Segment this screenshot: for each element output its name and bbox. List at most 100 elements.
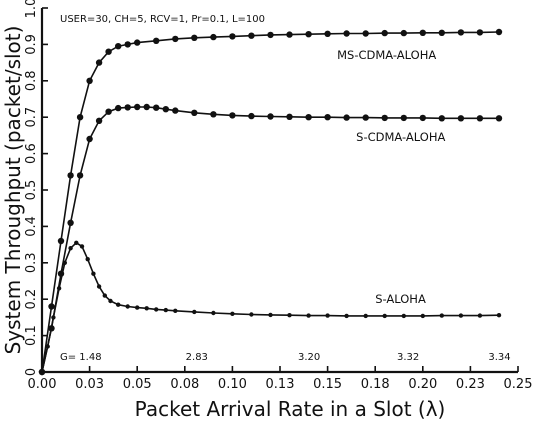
series-label: S-CDMA-ALOHA [356,130,445,144]
data-point [438,29,445,36]
data-point [135,305,140,310]
x-ticks: 0.00 0.03 0.05 0.08 0.10 0.13 0.15 0.18 0.20 0.23… [28,366,533,392]
data-point [267,31,274,39]
data-point [476,29,484,36]
y-tick-label: 1.0 [24,0,39,18]
data-point [56,286,62,291]
data-point [48,303,55,310]
x-tick-label: 0.03 [75,377,104,392]
data-point [286,31,293,38]
data-point [85,257,90,262]
data-point [381,29,388,37]
x-tick-label: 0.20 [408,377,437,392]
data-point [324,114,331,121]
data-point [229,33,236,40]
y-axis-title: System Throughput (packet/slot) [1,26,25,355]
series-line-0 [41,31,500,373]
data-point [124,41,131,48]
data-point [343,30,350,37]
g-annotation: 3.34 [488,352,510,363]
g-annotations: G= 1.48 2.83 3.20 3.32 3.34 [60,352,511,363]
data-point [39,369,45,375]
data-point [438,115,445,122]
data-point [86,77,93,85]
x-axis-title: Packet Arrival Rate in a Slot (λ) [135,397,446,421]
data-point [324,30,331,37]
data-point [86,135,93,143]
y-tick-label: 0.9 [24,34,39,55]
data-point [363,313,368,319]
data-point [67,219,74,226]
y-tick-label: 0.6 [24,143,39,164]
y-tick-label: 0.8 [24,70,39,91]
data-point [419,29,426,36]
data-point [91,271,96,276]
data-point [248,32,255,39]
series-line-1 [41,106,499,373]
y-tick-label: 0.3 [24,252,39,273]
data-point [305,114,312,121]
data-point [191,34,198,41]
data-point [74,240,79,245]
data-point [439,313,444,318]
data-point [457,29,465,36]
data-point [95,59,103,66]
data-point [210,33,217,41]
g-annotation: 3.20 [298,352,320,363]
y-tick-label: 0.4 [24,216,39,237]
data-point [173,308,178,313]
data-point [381,114,388,122]
data-point [105,48,112,55]
x-tick-label: 0.08 [170,377,199,392]
data-point [458,313,464,318]
data-point [191,109,198,117]
data-point [105,108,112,115]
data-point [153,37,160,44]
data-point [134,103,141,111]
data-point [68,246,73,251]
g-annotation: 3.32 [397,352,419,363]
data-point [124,104,131,111]
data-point [45,344,50,349]
data-point [400,29,407,37]
g-annotation: G= 1.48 [60,352,102,363]
data-point [305,31,312,38]
data-point [95,117,103,125]
data-point [495,28,503,36]
data-point [382,313,387,319]
data-point [115,43,122,50]
data-point [67,172,74,179]
data-point [400,114,407,122]
data-point [248,112,255,120]
y-tick-label: 0 [24,368,39,376]
x-tick-label: 0.15 [313,377,342,392]
data-point [102,293,108,298]
data-point [57,237,65,245]
data-point [96,284,102,289]
data-point [401,313,406,319]
x-tick-label: 0.18 [361,377,390,392]
data-point [476,115,484,122]
data-point [153,104,160,111]
data-point [76,114,84,121]
data-point [51,315,56,320]
y-tick-label: 0.7 [24,107,39,128]
data-point [154,307,159,312]
data-point [496,313,502,318]
x-tick-label: 0.05 [123,377,152,392]
y-ticks: 0 0.1 0.2 0.3 0.4 0.5 0.6 0.7 0.8 0.9 1.0 [24,0,48,376]
data-point [210,111,217,118]
data-point [343,114,350,121]
y-tick-label: 0.5 [24,180,39,201]
data-point [116,302,121,307]
data-point [325,313,330,318]
data-point [163,307,168,313]
data-point [344,313,349,319]
x-tick-label: 0.23 [456,377,485,392]
data-point [287,313,292,318]
parameter-annotation: USER=30, CH=5, RCV=1, Pr=0.1, L=100 [60,14,265,25]
data-point [229,112,236,119]
x-tick-label: 0.25 [504,377,533,392]
